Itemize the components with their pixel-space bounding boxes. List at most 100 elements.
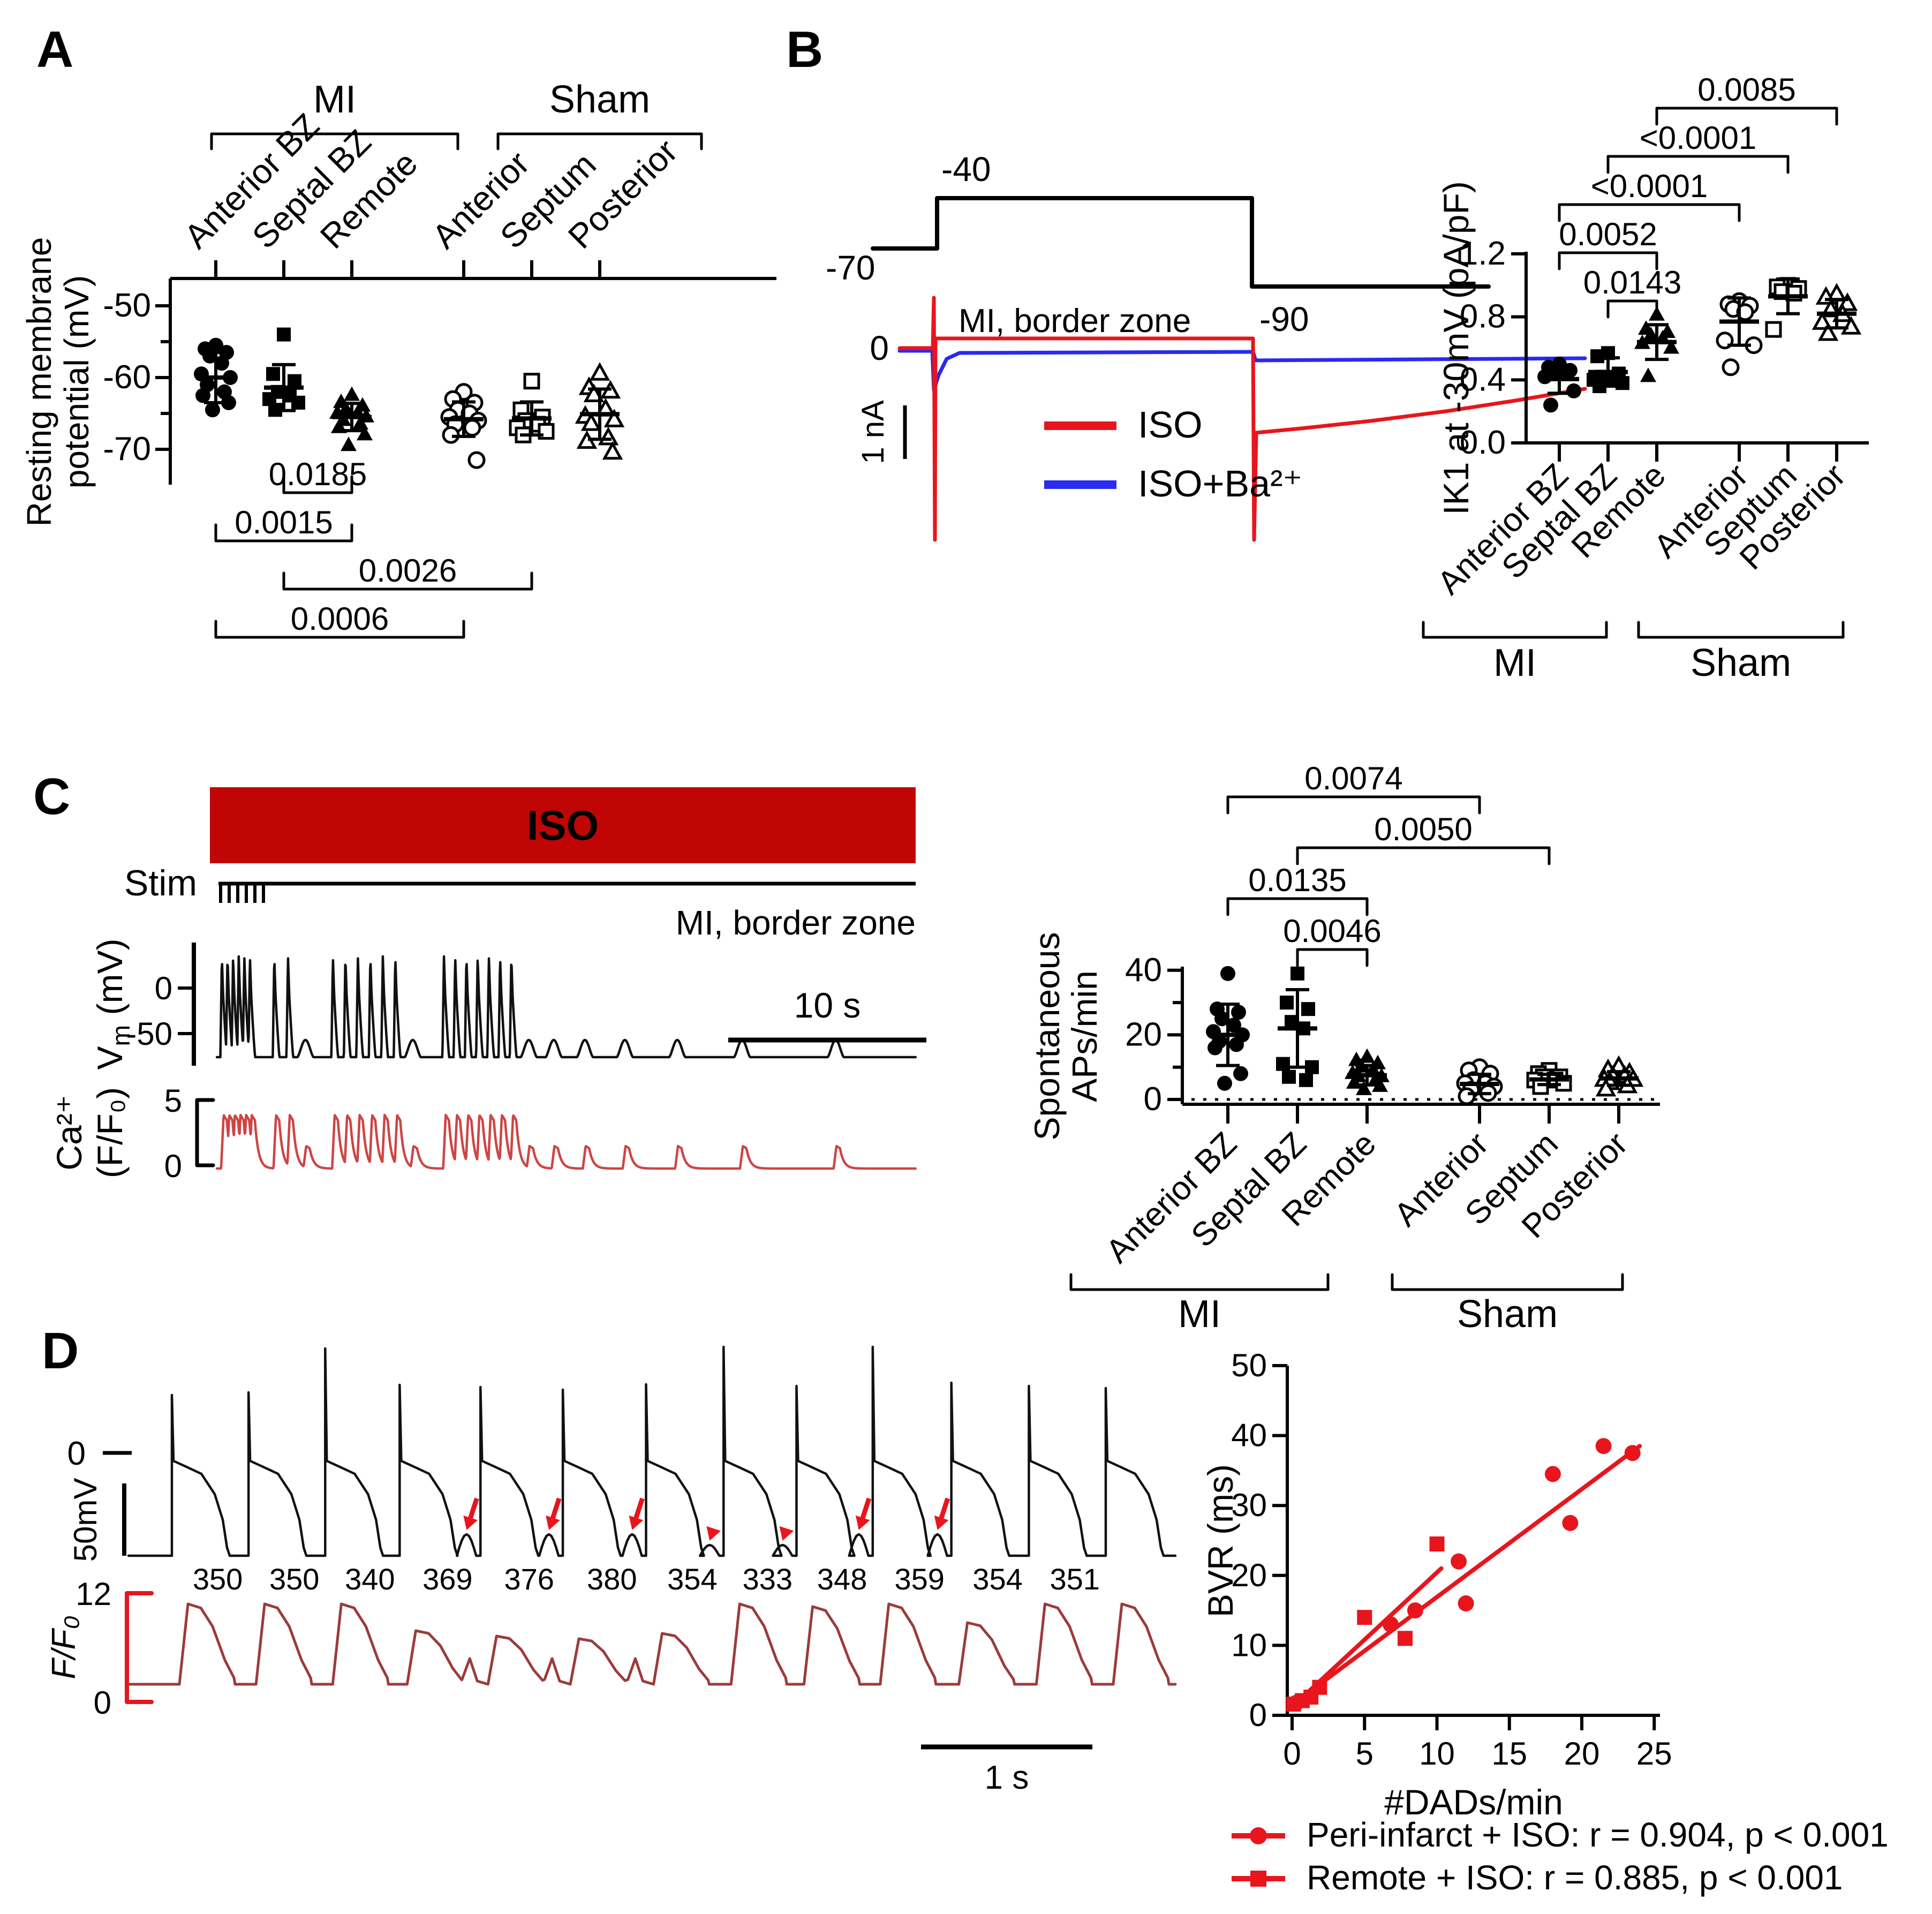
cohort-bracket xyxy=(1069,1273,1330,1291)
p-bracket xyxy=(1226,795,1481,815)
interval-label: 354 xyxy=(667,1562,717,1596)
data-point xyxy=(1543,397,1558,413)
vm-trace xyxy=(215,955,917,1059)
data-point xyxy=(1624,1445,1641,1461)
data-point xyxy=(221,395,236,410)
panel-label-a: A xyxy=(36,21,73,78)
panel-b-current-traces: 0 MI, border zone 1 nA ISO ISO+Ba²⁺ xyxy=(856,296,1587,542)
group-posterior xyxy=(1594,1055,1644,1097)
ffo-scale-bracket xyxy=(125,1591,154,1704)
ca-tick-label: 5 xyxy=(164,1083,182,1119)
interval-label: 348 xyxy=(817,1562,867,1596)
group-septum xyxy=(1765,277,1808,338)
group-posterior xyxy=(575,362,625,460)
data-point xyxy=(1233,1066,1248,1081)
time-scalebar-label: 1 s xyxy=(985,1759,1029,1796)
data-point xyxy=(598,426,619,446)
data-point xyxy=(1532,1078,1549,1095)
y-tick-label: -70 xyxy=(103,431,151,468)
arrow-head xyxy=(779,1526,794,1541)
data-point xyxy=(1208,1040,1222,1056)
group-remote xyxy=(329,386,374,451)
data-point xyxy=(291,395,305,410)
data-point xyxy=(1226,1018,1241,1033)
dad-arrow-icon xyxy=(855,1497,872,1530)
data-point xyxy=(1562,1514,1579,1531)
data-point xyxy=(1356,1080,1372,1095)
data-point xyxy=(1282,1069,1296,1084)
ca-axis-label: Ca²⁺ xyxy=(49,1095,89,1170)
p-bracket xyxy=(282,475,353,494)
group-anterior xyxy=(1716,292,1763,376)
group-remote xyxy=(1634,306,1679,382)
dad-arrow-icon xyxy=(629,1497,645,1530)
data-point xyxy=(1722,358,1740,376)
vm-axis-label: Vm (mV) xyxy=(90,939,135,1070)
p-bracket xyxy=(1558,203,1741,222)
p-bracket xyxy=(282,571,533,591)
voltage-protocol xyxy=(871,196,1491,289)
group-septal-bz xyxy=(262,327,305,417)
cohort-label: MI xyxy=(313,78,356,121)
arrow-head xyxy=(546,1515,560,1530)
interval-label: 380 xyxy=(587,1562,637,1596)
arrow-head xyxy=(934,1515,949,1530)
cohort-bracket xyxy=(1637,621,1845,639)
voltage-scalebar-label: 50mV xyxy=(67,1478,103,1562)
data-point xyxy=(1299,1073,1313,1087)
y-axis-label: Resting membrane xyxy=(20,237,58,527)
arrow-head xyxy=(463,1515,478,1530)
ffo-trace xyxy=(127,1602,1177,1686)
p-bracket xyxy=(1606,155,1790,174)
dad-arrow-icon xyxy=(463,1497,479,1530)
data-point xyxy=(341,436,357,451)
panel-d-bvr-chart: 0 10 20 30 40 50 0 5 10 15 20 25 BVR (ms) #DADs/minPe… xyxy=(1201,1347,1889,1897)
p-bracket xyxy=(1296,948,1369,967)
ap-trace xyxy=(127,1345,1177,1557)
cohort-label: Sham xyxy=(1457,1293,1558,1336)
cohort-bracket xyxy=(1422,621,1608,639)
interval-label: 350 xyxy=(269,1562,319,1596)
p-value: 0.0050 xyxy=(1374,811,1473,847)
y-tick-label: 40 xyxy=(1125,952,1162,989)
group-remote xyxy=(1345,1048,1390,1095)
data-point xyxy=(1643,326,1659,341)
data-point xyxy=(195,388,210,403)
ffo-tick-label: 0 xyxy=(94,1685,111,1721)
y-tick-label: 30 xyxy=(1231,1487,1267,1523)
group-anterior-bz xyxy=(1537,356,1581,413)
p-value: 0.0074 xyxy=(1304,760,1403,796)
group-septum xyxy=(509,373,555,443)
y-tick-label: 50 xyxy=(1231,1347,1267,1383)
trace-annotation: MI, border zone xyxy=(676,903,916,942)
x-axis-label: #DADs/min xyxy=(1384,1782,1563,1822)
data-point xyxy=(1290,966,1304,981)
data-point xyxy=(1765,321,1782,338)
zero-label: 0 xyxy=(67,1435,86,1472)
cohort-bracket xyxy=(210,132,459,150)
data-point xyxy=(523,373,540,390)
arrow-head xyxy=(629,1515,644,1530)
p-bracket xyxy=(1226,897,1369,916)
p-bracket xyxy=(1296,846,1551,865)
y-axis-label: APs/min xyxy=(1065,970,1104,1102)
fit-line xyxy=(1290,1444,1642,1707)
panel-label-b: B xyxy=(786,21,823,78)
group-septal-bz xyxy=(1276,966,1319,1087)
iso-bar xyxy=(210,787,916,863)
group-septum xyxy=(1526,1062,1572,1095)
x-tick-label: 25 xyxy=(1636,1736,1672,1772)
data-point xyxy=(583,383,605,402)
data-point xyxy=(1357,1610,1372,1625)
data-point xyxy=(344,386,360,401)
p-bracket xyxy=(1655,107,1838,126)
interval-label: 351 xyxy=(1050,1562,1099,1596)
x-tick-label: 20 xyxy=(1564,1736,1600,1772)
data-point xyxy=(1407,1602,1423,1619)
interval-label: 333 xyxy=(743,1562,793,1596)
panel-b-voltage-protocol: -40 -70 -90 xyxy=(826,150,1491,338)
